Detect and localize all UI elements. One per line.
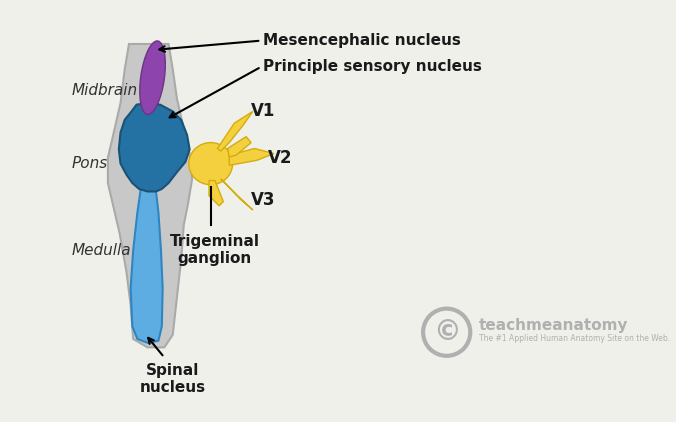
Polygon shape [221, 179, 253, 210]
Ellipse shape [189, 143, 233, 185]
Text: ©: © [433, 318, 460, 346]
Text: V1: V1 [251, 103, 276, 120]
Polygon shape [228, 137, 251, 157]
Text: teachmeanatomy: teachmeanatomy [479, 318, 628, 333]
Text: Medulla: Medulla [72, 243, 131, 258]
Polygon shape [119, 103, 190, 192]
Text: V2: V2 [268, 149, 293, 167]
Text: Pons: Pons [72, 156, 108, 171]
Text: Trigeminal
ganglion: Trigeminal ganglion [170, 234, 260, 266]
Text: Principle sensory nucleus: Principle sensory nucleus [263, 59, 482, 74]
Polygon shape [229, 149, 274, 165]
Polygon shape [218, 111, 253, 151]
Polygon shape [209, 181, 223, 206]
Text: V3: V3 [251, 191, 276, 209]
Text: The #1 Applied Human Anatomy Site on the Web.: The #1 Applied Human Anatomy Site on the… [479, 335, 670, 344]
Polygon shape [108, 44, 192, 347]
Text: Mesencephalic nucleus: Mesencephalic nucleus [263, 33, 461, 48]
Text: Spinal
nucleus: Spinal nucleus [140, 362, 206, 395]
Ellipse shape [140, 41, 166, 114]
Text: Midbrain: Midbrain [72, 83, 138, 98]
Polygon shape [130, 164, 163, 343]
